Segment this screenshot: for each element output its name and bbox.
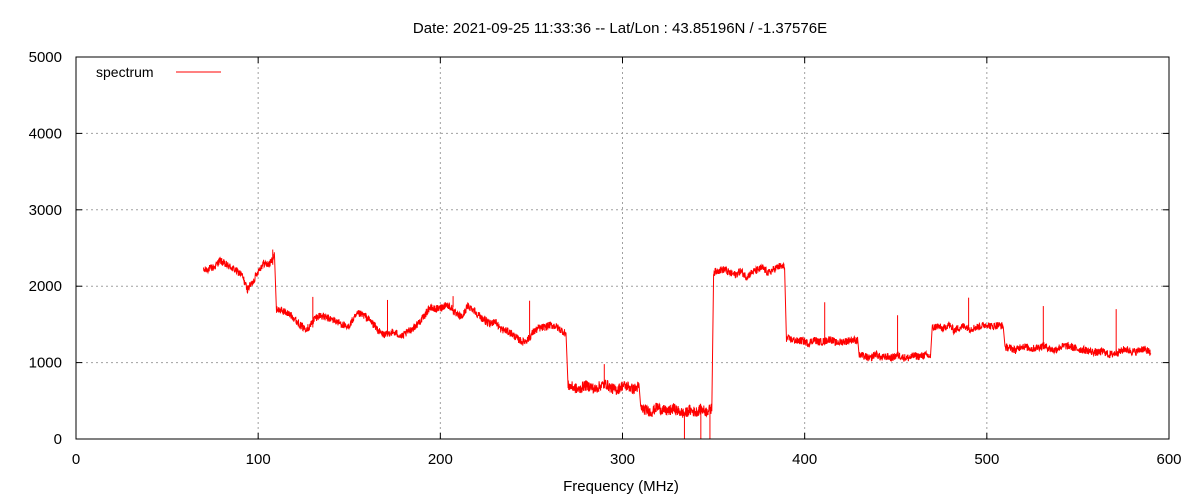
x-tick-label: 100 xyxy=(246,451,271,468)
x-tick-label: 500 xyxy=(974,451,999,468)
x-tick-label: 0 xyxy=(72,451,80,468)
y-tick-label: 2000 xyxy=(29,278,62,295)
y-tick-label: 3000 xyxy=(29,202,62,219)
y-tick-label: 5000 xyxy=(29,49,62,66)
x-axis-label: Frequency (MHz) xyxy=(563,478,679,495)
x-tick-label: 600 xyxy=(1156,451,1181,468)
y-tick-label: 0 xyxy=(54,431,62,448)
x-tick-label: 200 xyxy=(428,451,453,468)
legend: spectrum xyxy=(88,61,233,83)
y-tick-labels: 0 1000 2000 3000 4000 5000 xyxy=(29,49,62,448)
plot-frame xyxy=(75,56,1170,440)
y-tick-label: 1000 xyxy=(29,355,62,372)
series-layer xyxy=(203,249,1152,439)
series-line-spectrum xyxy=(203,252,1152,418)
y-tick-label: 4000 xyxy=(29,125,62,142)
chart-title: Date: 2021-09-25 11:33:36 -- Lat/Lon : 4… xyxy=(413,20,827,37)
x-tick-label: 400 xyxy=(792,451,817,468)
legend-label-spectrum: spectrum xyxy=(96,64,154,80)
x-tick-labels: 0 100 200 300 400 500 600 xyxy=(72,451,1182,468)
x-tick-label: 300 xyxy=(610,451,635,468)
legend-background xyxy=(88,61,233,83)
grid-lines xyxy=(76,57,1169,439)
